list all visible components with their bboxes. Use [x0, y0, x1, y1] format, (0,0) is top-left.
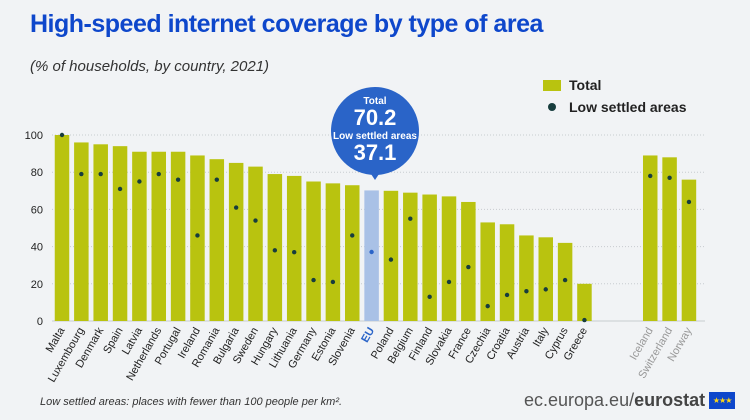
bar-total-ireland [190, 155, 205, 321]
dot-low-belgium [408, 216, 413, 221]
bar-total-france [461, 201, 476, 321]
dot-low-bulgaria [233, 205, 239, 210]
footnote: Low settled areas: places with fewer tha… [40, 396, 343, 408]
eurostat-brand: ec.europa.eu/eurostat ★★★ [524, 390, 736, 411]
dot-low-portugal [175, 177, 181, 182]
bar-total-slovakia [441, 196, 457, 321]
dot-low-france [466, 264, 471, 270]
bar-total-bulgaria [228, 162, 244, 321]
legend-item-total: Total [543, 74, 687, 96]
bar-total-netherlands [151, 151, 166, 321]
bar-total-poland [383, 190, 399, 321]
dot-low-estonia [330, 279, 336, 285]
tooltip-low-label: Low settled areas [333, 131, 417, 142]
tooltip-total-value: 70.2 [353, 105, 397, 130]
legend-label-low-settled: Low settled areas [569, 99, 687, 115]
bar-total-iceland [642, 155, 658, 321]
dot-low-sweden [253, 218, 258, 223]
dot-low-malta [59, 132, 65, 138]
bar-total-switzerland [662, 157, 677, 321]
tooltip-low-value: 37.1 [353, 140, 397, 165]
bar-total-latvia [132, 151, 147, 321]
dot-low-slovenia [350, 233, 355, 238]
bar-total-norway [681, 179, 697, 321]
dot-low-germany [311, 277, 316, 283]
y-tick-label: 80 [31, 167, 43, 179]
dot-low-czechia [485, 303, 490, 309]
dot-low-eu [369, 249, 374, 255]
bar-total-spain [112, 146, 128, 321]
dot-low-romania [214, 177, 219, 182]
bar-total-finland [422, 194, 437, 321]
dot-low-latvia [137, 179, 142, 184]
dot-low-poland [388, 257, 394, 262]
dot-low-italy [543, 287, 548, 292]
chart-subtitle: (% of households, by country, 2021) [30, 58, 270, 75]
brand-domain: ec.europa.eu/ [524, 390, 635, 410]
dot-low-cyprus [562, 277, 568, 283]
y-tick-label: 60 [31, 204, 43, 216]
bar-chart: 020406080100MaltaLuxembourgDenmarkSpainL… [25, 130, 705, 384]
bar-total-italy [538, 237, 553, 321]
dot-low-finland [427, 294, 432, 300]
bar-total-luxembourg [74, 142, 89, 321]
bar-total-czechia [480, 222, 495, 321]
dot-low-lithuania [292, 249, 297, 255]
bar-total-malta [54, 135, 70, 321]
legend-swatch-total [543, 79, 561, 91]
tooltip-total-label: Total [363, 96, 387, 107]
y-tick-label: 0 [37, 316, 43, 328]
dot-low-switzerland [667, 175, 672, 180]
dot-low-hungary [272, 248, 278, 253]
bar-total-slovenia [345, 185, 360, 321]
dot-low-netherlands [156, 171, 161, 177]
bar-total-denmark [93, 144, 108, 321]
y-tick-label: 20 [31, 279, 43, 291]
chart-title: High-speed internet coverage by type of … [30, 10, 543, 38]
y-tick-label: 100 [25, 130, 43, 142]
bar-total-germany [306, 181, 321, 321]
bar-total-sweden [248, 166, 263, 321]
bar-total-hungary [267, 174, 283, 321]
bar-total-estonia [325, 183, 341, 321]
bar-total-eu [364, 190, 379, 321]
y-tick-label: 40 [31, 242, 43, 254]
dot-low-luxembourg [79, 171, 84, 177]
legend-swatch-low-settled [548, 103, 556, 111]
dot-low-austria [524, 289, 529, 294]
brand-name: eurostat [634, 390, 706, 410]
dot-low-denmark [98, 171, 103, 177]
dot-low-greece [582, 317, 587, 323]
bar-total-lithuania [286, 175, 302, 321]
dot-low-ireland [195, 233, 200, 238]
bar-total-belgium [403, 192, 418, 321]
legend: Total Low settled areas [543, 74, 687, 118]
dot-low-slovakia [446, 279, 452, 285]
eu-flag-icon: ★★★ [709, 392, 736, 409]
bar-total-croatia [499, 224, 515, 321]
eu-tooltip: Total 70.2 Low settled areas 37.1 [331, 87, 419, 175]
bar-total-austria [519, 235, 534, 321]
bar-total-portugal [170, 151, 186, 321]
bar-total-romania [209, 159, 225, 321]
legend-label-total: Total [569, 77, 602, 93]
dot-low-norway [686, 199, 692, 205]
dot-low-spain [117, 186, 123, 192]
bar-total-greece [577, 283, 592, 321]
x-tick-label-eu: EU [359, 325, 377, 344]
dot-low-croatia [504, 292, 510, 298]
legend-item-low-settled: Low settled areas [543, 96, 687, 118]
dot-low-iceland [648, 173, 653, 179]
